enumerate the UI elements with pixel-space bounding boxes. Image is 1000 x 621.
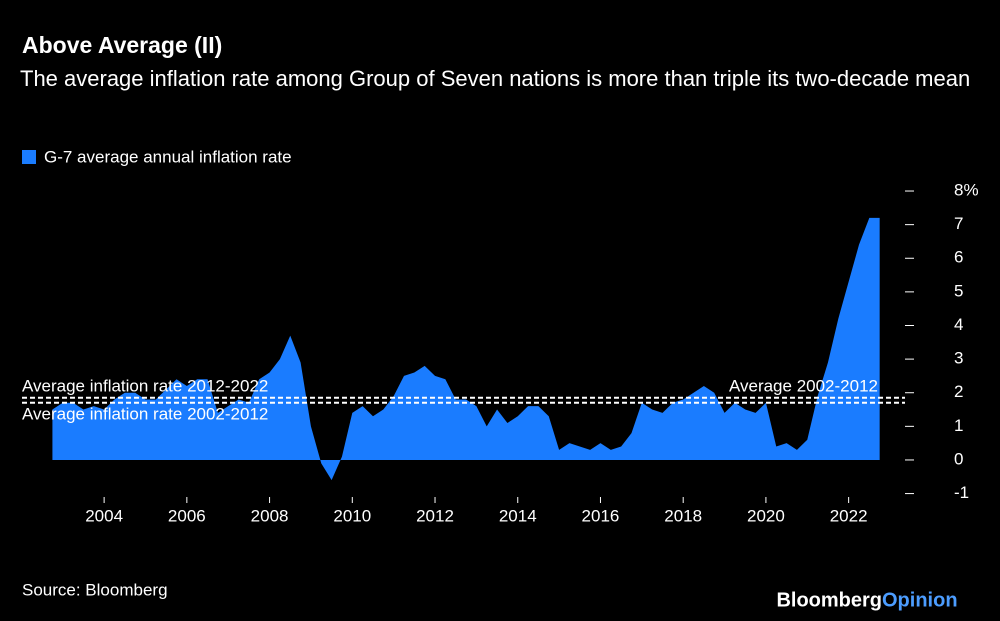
x-tick-label: 2016 xyxy=(582,506,620,525)
chart-title: Above Average (II) xyxy=(22,32,222,58)
x-tick-label: 2004 xyxy=(85,506,123,525)
subtitle-box: The average inflation rate among Group o… xyxy=(20,66,971,91)
logo-product: Opinion xyxy=(882,589,958,611)
x-tick-label: 2008 xyxy=(251,506,289,525)
legend-swatch xyxy=(22,150,36,164)
y-tick-label: 6 xyxy=(954,248,963,267)
y-tick-label: 8% xyxy=(954,181,979,200)
area xyxy=(52,217,880,481)
y-tick-label: 3 xyxy=(954,349,963,368)
x-tick-label: 2010 xyxy=(333,506,371,525)
x-tick-label: 2020 xyxy=(747,506,785,525)
x-tick-label: 2014 xyxy=(499,506,537,525)
x-tick-label: 2022 xyxy=(830,506,868,525)
y-tick-label: 7 xyxy=(954,214,963,233)
y-tick-label: 0 xyxy=(954,449,963,468)
y-tick-label: 2 xyxy=(954,382,963,401)
logo-brand: Bloomberg xyxy=(776,589,882,611)
x-tick-label: 2018 xyxy=(664,506,702,525)
reference-label: Average inflation rate 2002-2012 xyxy=(22,404,268,423)
y-tick-label: 5 xyxy=(954,281,963,300)
y-tick-label: 4 xyxy=(954,315,963,334)
reference-label: Average inflation rate 2012-2022 xyxy=(22,376,268,395)
source: Source: Bloomberg xyxy=(22,580,168,599)
chart-subtitle: The average inflation rate among Group o… xyxy=(20,66,971,91)
y-tick-label: 1 xyxy=(954,416,963,435)
annotation: Average 2002-2012 xyxy=(729,376,878,395)
x-tick-label: 2006 xyxy=(168,506,206,525)
x-tick-label: 2012 xyxy=(416,506,454,525)
legend-label: G-7 average annual inflation rate xyxy=(44,147,292,166)
y-tick-label: -1 xyxy=(954,483,969,502)
